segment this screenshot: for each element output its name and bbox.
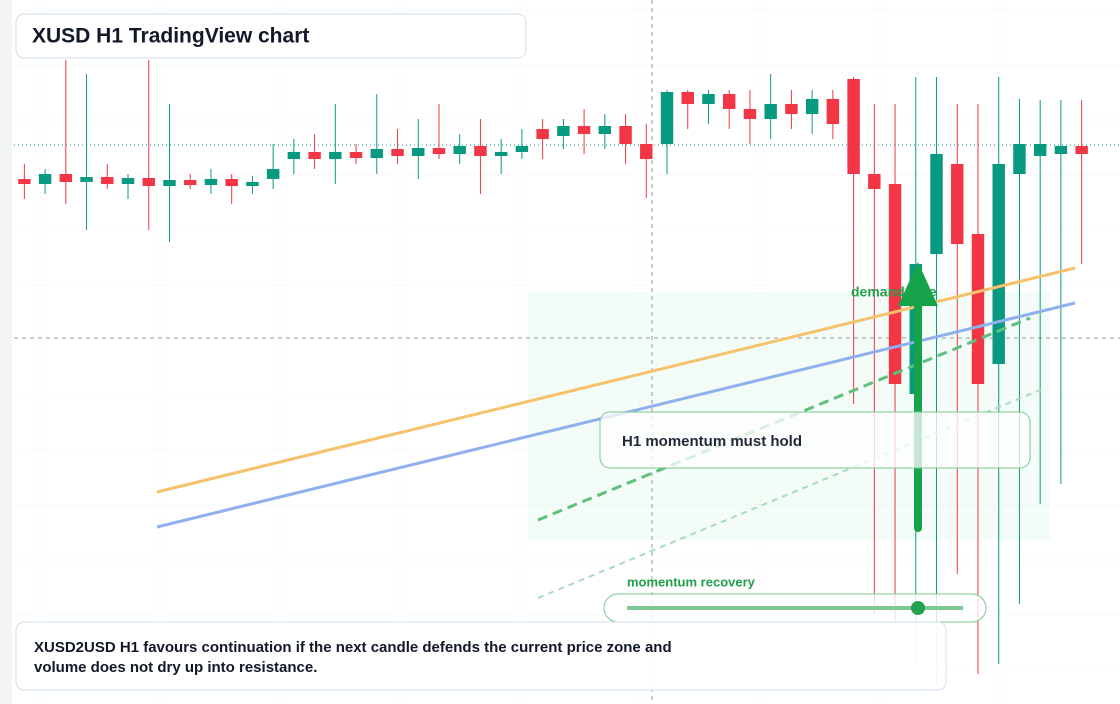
candle-body — [142, 178, 155, 186]
callout-box — [599, 411, 1031, 469]
candle-body — [826, 99, 840, 124]
candle-body — [246, 182, 259, 186]
candle-body — [1013, 144, 1026, 174]
candle-body — [494, 152, 508, 156]
footer-text: volume does not dry up into resistance. — [34, 659, 317, 676]
candle-body — [329, 152, 342, 159]
candle-body — [1054, 146, 1068, 154]
candle-body — [38, 174, 52, 184]
candle-body — [785, 104, 798, 114]
candle-body — [183, 180, 197, 185]
candle-body — [577, 126, 591, 134]
candle-body — [992, 164, 1005, 364]
candle-body — [640, 144, 653, 159]
candle-body — [412, 148, 425, 156]
slider-label: momentum recovery — [627, 574, 756, 589]
slider-knob[interactable] — [911, 601, 925, 615]
candle-body — [743, 109, 757, 119]
candle-body — [80, 177, 93, 182]
candle-body — [121, 178, 135, 184]
candle-body — [722, 94, 736, 109]
candles — [18, 60, 1088, 684]
candle-body — [287, 152, 301, 159]
candle-body — [101, 177, 114, 184]
candle-body — [888, 184, 902, 384]
candle-body — [951, 164, 964, 244]
candle-body — [349, 152, 363, 158]
candle-body — [930, 154, 943, 254]
candle-body — [308, 152, 321, 159]
footer-text: XUSD2USD H1 favours continuation if the … — [34, 639, 672, 656]
trend-line — [537, 387, 1046, 599]
candle-body — [681, 92, 694, 104]
candle-body — [204, 179, 218, 185]
candle-body — [370, 149, 384, 158]
candle-body — [764, 104, 777, 119]
candle-body — [619, 126, 632, 144]
candle-body — [1033, 144, 1047, 156]
candle-body — [805, 99, 819, 114]
candle-body — [868, 174, 881, 189]
arrow-head — [898, 262, 938, 306]
candle-body — [557, 126, 570, 136]
candle-body — [702, 94, 715, 104]
candle-body — [598, 126, 612, 134]
candle-body — [59, 174, 73, 182]
candle-body — [266, 169, 280, 179]
candle-body — [515, 146, 529, 152]
candle-body — [971, 234, 985, 384]
candle-body — [18, 179, 31, 184]
candle-body — [660, 92, 674, 144]
candle-body — [474, 146, 487, 156]
callout-text: H1 momentum must hold — [622, 433, 802, 450]
title-box — [15, 13, 527, 59]
candle-body — [536, 129, 549, 139]
chart-title: XUSD H1 TradingView chart — [32, 25, 309, 48]
candle-body — [1075, 146, 1088, 154]
candle-body — [391, 149, 404, 156]
left-edge — [0, 0, 12, 704]
candle-body — [453, 146, 466, 154]
footer-box — [15, 621, 947, 691]
candle-body — [432, 148, 446, 154]
candle-body — [225, 179, 238, 186]
candle-body — [847, 79, 860, 174]
candle-body — [163, 180, 176, 186]
